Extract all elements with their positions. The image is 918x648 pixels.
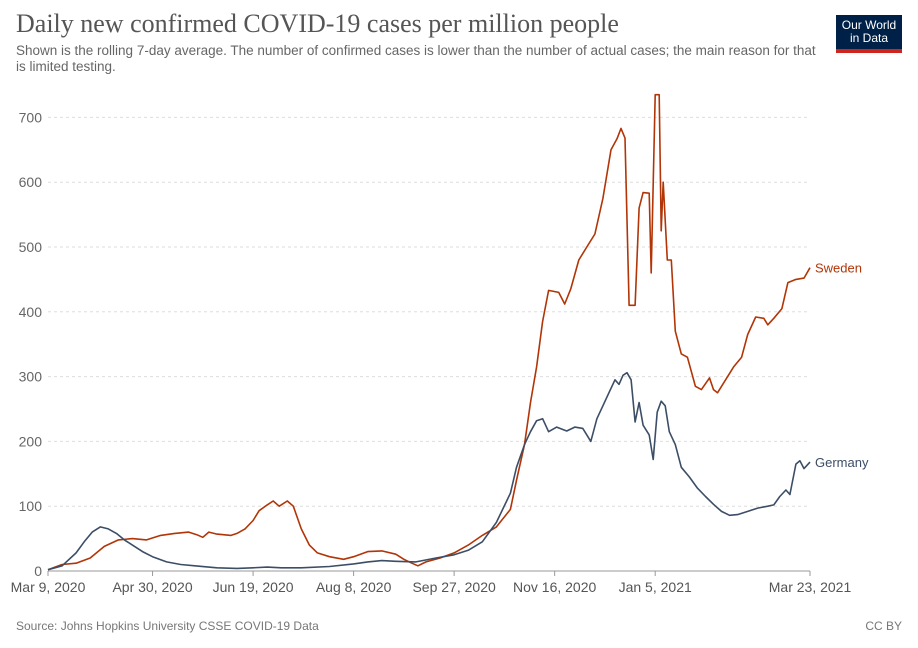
chart-subtitle: Shown is the rolling 7-day average. The … [16,43,816,74]
gridlines [48,116,810,572]
chart-title: Daily new confirmed COVID-19 cases per m… [16,9,619,38]
y-axis: 0 100 200 300 400 500 600 700 [19,109,43,579]
x-tick-label: Jun 19, 2020 [213,579,294,595]
series-line-germany[interactable] [47,371,811,571]
series-lines [47,93,811,571]
logo-line-2: in Data [849,31,889,45]
y-tick-label: 700 [19,109,43,125]
x-axis: Mar 9, 2020 Apr 30, 2020 Jun 19, 2020 Aug 8… [11,571,852,595]
series-labels: Sweden Germany [815,261,869,470]
y-tick-label: 300 [19,369,43,385]
y-tick-label: 500 [19,239,43,255]
y-tick-label: 100 [19,498,43,514]
x-tick-label: Nov 16, 2020 [513,579,596,595]
x-tick-label: Mar 23, 2021 [769,579,852,595]
series-line-sweden[interactable] [47,93,811,571]
x-tick-label: Mar 9, 2020 [11,579,86,595]
license-note[interactable]: CC BY [865,619,902,633]
y-tick-label: 400 [19,304,43,320]
x-tick-label: Sep 27, 2020 [412,579,496,595]
series-label-sweden[interactable]: Sweden [815,261,862,276]
line-chart: 0 100 200 300 400 500 600 700 Mar 9, 2020 Apr 30… [11,93,869,595]
source-note[interactable]: Source: Johns Hopkins University CSSE CO… [16,619,319,633]
y-tick-label: 600 [19,174,43,190]
y-tick-label: 0 [34,563,42,579]
series-label-germany[interactable]: Germany [815,455,869,470]
x-tick-label: Apr 30, 2020 [112,579,192,595]
x-tick-label: Aug 8, 2020 [316,579,392,595]
logo-line-1: Our World [841,18,897,32]
y-tick-label: 200 [19,433,43,449]
owid-logo[interactable]: Our World in Data [836,15,902,53]
x-tick-label: Jan 5, 2021 [619,579,692,595]
